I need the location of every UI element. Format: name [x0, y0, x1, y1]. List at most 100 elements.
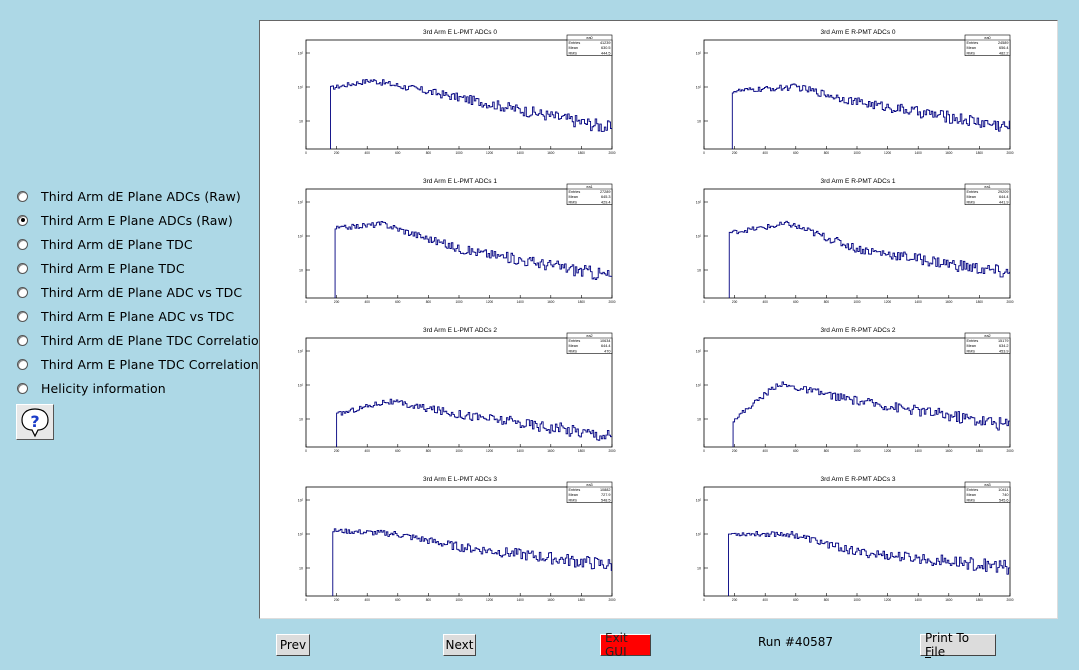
x-tick-label: 1200: [486, 449, 493, 453]
x-tick-label: 2000: [608, 449, 615, 453]
radio-option-7[interactable]: Third Arm dE Plane TDC Correlation: [14, 330, 267, 350]
stats-value: 545.6: [999, 498, 1009, 502]
x-tick-label: 0: [703, 598, 705, 602]
radio-button[interactable]: [17, 238, 28, 250]
y-tick-label: 10: [299, 567, 303, 571]
x-tick-label: 2000: [1006, 300, 1013, 304]
x-tick-label: 1600: [547, 300, 554, 304]
radio-button[interactable]: [17, 358, 28, 370]
histogram-title: 3rd Arm E R-PMT ADCs 3: [820, 476, 895, 483]
stats-box-name: ea1: [984, 185, 990, 189]
stats-value: 15179: [998, 339, 1009, 343]
prev-button[interactable]: Prev: [276, 634, 310, 656]
x-tick-label: 400: [763, 598, 769, 602]
stats-label: RMS: [569, 498, 578, 502]
stats-label: Entries: [569, 41, 581, 45]
x-tick-label: 1200: [884, 151, 891, 155]
plot-frame: [703, 486, 1011, 597]
x-tick-label: 1000: [455, 151, 462, 155]
radio-option-3[interactable]: Third Arm dE Plane TDC: [14, 234, 193, 254]
radio-button[interactable]: [17, 382, 28, 394]
help-button[interactable]: ?: [16, 404, 54, 440]
stats-value: 645.3: [601, 195, 611, 199]
radio-option-4[interactable]: Third Arm E Plane TDC: [14, 258, 185, 278]
radio-option-1[interactable]: Third Arm dE Plane ADCs (Raw): [14, 186, 241, 206]
x-tick-label: 1200: [486, 598, 493, 602]
x-tick-label: 400: [365, 151, 371, 155]
y-tick-label: 10²: [696, 350, 702, 354]
x-tick-label: 1400: [517, 300, 524, 304]
x-tick-label: 0: [703, 300, 705, 304]
radio-button[interactable]: [17, 286, 28, 298]
x-tick-label: 800: [426, 151, 432, 155]
x-tick-label: 800: [824, 300, 830, 304]
print-to-file-button[interactable]: Print To File: [920, 631, 996, 659]
y-tick-label: 10¹: [298, 235, 304, 239]
histogram-pad-6[interactable]: 3rd Arm E R-PMT ADCs 2 0 200 400 600 800 1000 1…: [696, 327, 1014, 453]
x-tick-label: 1800: [976, 300, 983, 304]
x-tick-label: 1400: [915, 300, 922, 304]
radio-button[interactable]: [17, 262, 28, 274]
x-tick-label: 200: [732, 151, 738, 155]
stats-box: ea0 Entries 41239 Mean 630.5 RMS 444.5: [566, 34, 613, 56]
histogram-pad-4[interactable]: 3rd Arm E R-PMT ADCs 1 0 200 400 600 800 1000 1…: [696, 178, 1014, 304]
histogram-pad-2[interactable]: 3rd Arm E R-PMT ADCs 0 0 200 400 600 800 1000 1…: [696, 29, 1014, 155]
radio-option-5[interactable]: Third Arm dE Plane ADC vs TDC: [14, 282, 242, 302]
histogram-pad-7[interactable]: 3rd Arm E L-PMT ADCs 3 0 200 400 600 800 1000 1…: [298, 476, 616, 602]
radio-option-9[interactable]: Helicity information: [14, 378, 166, 398]
histogram-pad-5[interactable]: 3rd Arm E L-PMT ADCs 2 0 200 400 600 800 1000 1…: [298, 327, 616, 453]
x-tick-label: 1000: [853, 151, 860, 155]
radio-option-8[interactable]: Third Arm E Plane TDC Correlation: [14, 354, 259, 374]
x-tick-label: 600: [793, 151, 799, 155]
stats-label: RMS: [967, 498, 976, 502]
histogram-pad-3[interactable]: 3rd Arm E L-PMT ADCs 1 0 200 400 600 800 1000 1…: [298, 178, 616, 304]
histogram-pad-1[interactable]: 3rd Arm E L-PMT ADCs 0 0 200 400 600 800 1000 1…: [298, 29, 616, 155]
x-tick-label: 200: [732, 300, 738, 304]
stats-label: Entries: [569, 190, 581, 194]
next-button[interactable]: Next: [443, 634, 476, 656]
x-tick-label: 2000: [608, 300, 615, 304]
x-tick-label: 1800: [578, 300, 585, 304]
x-tick-label: 1000: [853, 300, 860, 304]
x-tick-label: 0: [305, 449, 307, 453]
y-tick-label: 10¹: [696, 86, 702, 90]
x-tick-label: 1200: [486, 300, 493, 304]
radio-option-label: Third Arm dE Plane ADC vs TDC: [41, 284, 243, 300]
y-tick-label: 10²: [298, 350, 304, 354]
stats-label: Mean: [569, 46, 579, 50]
stats-label: Mean: [967, 46, 977, 50]
prev-button-label: Prev: [279, 638, 307, 652]
exit-gui-button[interactable]: Exit GUI: [600, 631, 651, 659]
radio-button[interactable]: [17, 310, 28, 322]
radio-button[interactable]: [17, 190, 28, 202]
x-tick-label: 1800: [578, 151, 585, 155]
y-tick-label: 10: [697, 418, 701, 422]
svg-text:?: ?: [30, 412, 39, 431]
next-button-label: Next: [445, 638, 474, 652]
radio-option-2[interactable]: Third Arm E Plane ADCs (Raw): [14, 210, 233, 230]
x-tick-label: 1000: [455, 598, 462, 602]
stats-box: ea0 Entries 24589 Mean 656.4 RMS 482.2: [964, 34, 1011, 56]
y-tick-label: 10²: [298, 52, 304, 56]
stats-value: 444.5: [601, 51, 611, 55]
y-tick-label: 10: [299, 269, 303, 273]
stats-box-name: ea2: [984, 334, 990, 338]
radio-button-selected[interactable]: [17, 214, 28, 226]
stats-value: 24589: [998, 41, 1009, 45]
stats-value: 441.9: [999, 200, 1009, 204]
y-tick-label: 10¹: [298, 86, 304, 90]
radio-button[interactable]: [17, 334, 28, 346]
x-tick-label: 1400: [915, 598, 922, 602]
stats-box: ea1 Entries 29209 Mean 644.4 RMS 441.9: [964, 183, 1011, 205]
stats-box: ea1 Entries 27289 Mean 645.3 RMS 429.4: [566, 183, 613, 205]
x-tick-label: 1800: [578, 449, 585, 453]
histogram-series: [332, 528, 612, 596]
radio-option-label: Helicity information: [41, 380, 166, 396]
x-tick-label: 1200: [884, 449, 891, 453]
histogram-canvas[interactable]: 3rd Arm E L-PMT ADCs 0 0 200 400 600 800 1000 1…: [259, 20, 1058, 619]
radio-option-6[interactable]: Third Arm E Plane ADC vs TDC: [14, 306, 234, 326]
x-tick-label: 800: [824, 151, 830, 155]
histogram-pad-8[interactable]: 3rd Arm E R-PMT ADCs 3 0 200 400 600 800 1000 1…: [696, 476, 1014, 602]
x-tick-label: 0: [305, 598, 307, 602]
stats-label: Entries: [967, 190, 979, 194]
